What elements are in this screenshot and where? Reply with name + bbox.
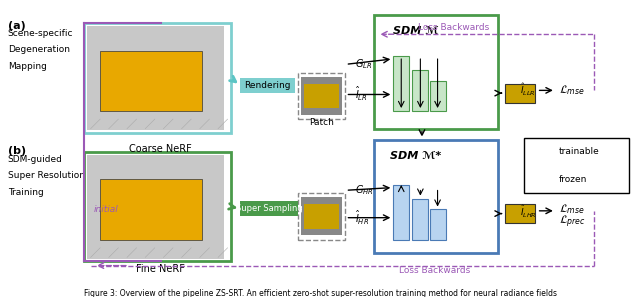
FancyBboxPatch shape (534, 146, 552, 157)
FancyBboxPatch shape (304, 83, 339, 108)
Text: SDM-guided: SDM-guided (8, 155, 63, 164)
FancyBboxPatch shape (429, 81, 445, 111)
Text: Coarse NeRF: Coarse NeRF (129, 144, 192, 154)
Text: (b): (b) (8, 146, 26, 157)
Text: (a): (a) (8, 20, 26, 31)
FancyBboxPatch shape (100, 179, 202, 240)
FancyBboxPatch shape (301, 77, 342, 115)
Text: Figure 3: Overview of the pipeline ZS-SRT. An efficient zero-shot super-resoluti: Figure 3: Overview of the pipeline ZS-SR… (83, 289, 557, 297)
Text: Mapping: Mapping (8, 61, 47, 71)
Text: Patch: Patch (310, 118, 334, 127)
Text: $\hat{I}_{LR}$: $\hat{I}_{LR}$ (355, 86, 368, 103)
FancyBboxPatch shape (301, 197, 342, 236)
FancyBboxPatch shape (394, 185, 409, 240)
FancyBboxPatch shape (505, 83, 536, 103)
Text: $\hat{I}_{LLR}$: $\hat{I}_{LLR}$ (520, 82, 536, 98)
Text: Super Resolution: Super Resolution (8, 171, 84, 180)
FancyBboxPatch shape (304, 204, 339, 229)
Text: Super Sampling: Super Sampling (236, 204, 302, 213)
FancyBboxPatch shape (88, 155, 225, 259)
FancyBboxPatch shape (412, 70, 428, 111)
Text: Degeneration: Degeneration (8, 45, 70, 54)
Text: Training: Training (8, 188, 44, 197)
Text: $\hat{I}_{HR}$: $\hat{I}_{HR}$ (355, 209, 369, 227)
FancyBboxPatch shape (412, 198, 428, 240)
FancyBboxPatch shape (100, 51, 202, 111)
FancyBboxPatch shape (88, 26, 225, 130)
FancyBboxPatch shape (524, 138, 629, 193)
Text: Scene-specific: Scene-specific (8, 29, 73, 38)
Text: initial: initial (94, 205, 118, 214)
Text: Loss Backwards: Loss Backwards (418, 23, 490, 32)
Text: SDM ℳ*: SDM ℳ* (390, 151, 441, 161)
Text: Rendering: Rendering (244, 81, 291, 90)
Text: $\hat{I}_{LHR}$: $\hat{I}_{LHR}$ (520, 204, 537, 220)
Text: $\mathcal{L}_{mse}$: $\mathcal{L}_{mse}$ (559, 203, 585, 217)
Text: $\mathcal{L}_{mse}$: $\mathcal{L}_{mse}$ (559, 83, 585, 97)
FancyBboxPatch shape (241, 201, 298, 216)
FancyBboxPatch shape (429, 209, 445, 240)
Text: SDM ℳ: SDM ℳ (393, 26, 438, 36)
FancyBboxPatch shape (394, 56, 409, 111)
FancyBboxPatch shape (534, 174, 552, 185)
Text: $G_{HR}$: $G_{HR}$ (355, 184, 374, 197)
Text: $G_{LR}$: $G_{LR}$ (355, 57, 372, 71)
Text: $\mathcal{L}_{prec}$: $\mathcal{L}_{prec}$ (559, 214, 586, 230)
FancyBboxPatch shape (241, 78, 294, 93)
Text: trainable: trainable (559, 148, 600, 157)
Text: Fine NeRF: Fine NeRF (136, 264, 185, 274)
Text: frozen: frozen (559, 175, 588, 184)
Text: Loss Backwards: Loss Backwards (399, 266, 470, 275)
FancyBboxPatch shape (505, 204, 536, 223)
